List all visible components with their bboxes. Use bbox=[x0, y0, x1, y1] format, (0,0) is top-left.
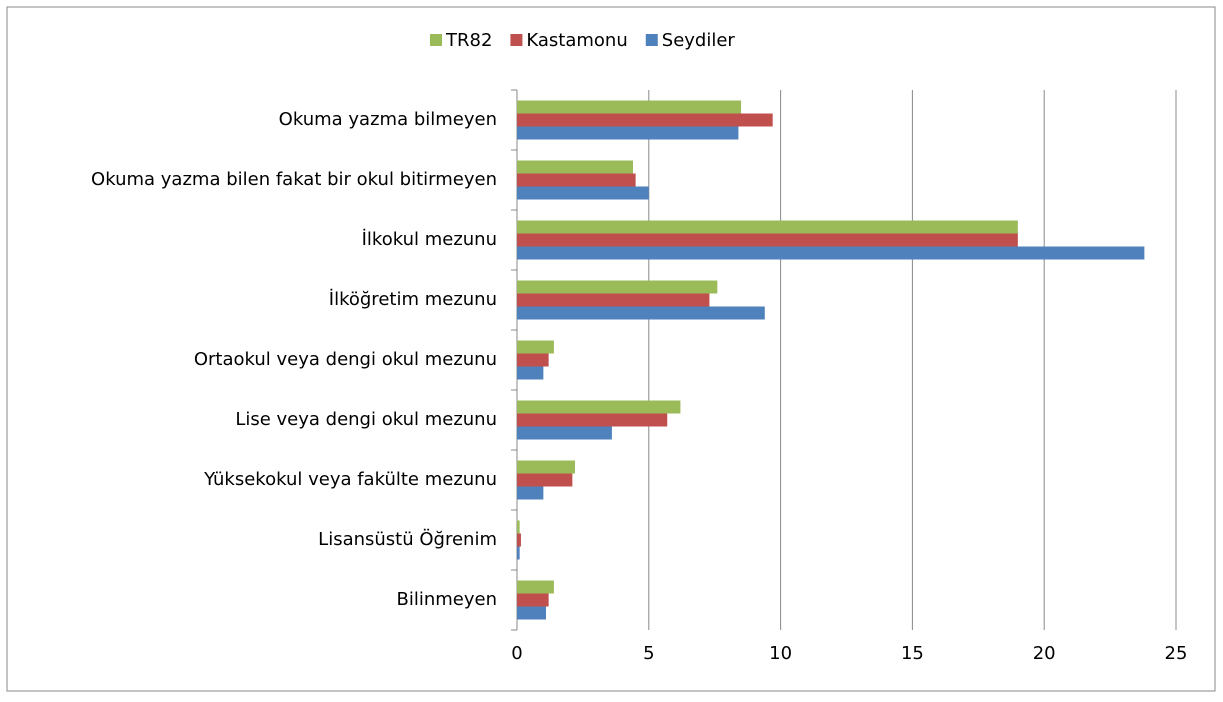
x-tick-label: 15 bbox=[901, 643, 924, 664]
bar bbox=[517, 486, 544, 500]
bar bbox=[517, 413, 668, 427]
legend-label: Seydiler bbox=[662, 30, 736, 51]
bar bbox=[517, 293, 710, 307]
bar bbox=[517, 173, 636, 187]
y-tick-label: Bilinmeyen bbox=[396, 589, 497, 610]
bar bbox=[517, 400, 681, 414]
x-tick-label: 20 bbox=[1033, 643, 1056, 664]
y-tick-label: Lisansüstü Öğrenim bbox=[318, 528, 497, 550]
legend-label: TR82 bbox=[445, 30, 492, 51]
bar bbox=[517, 100, 742, 114]
legend-label: Kastamonu bbox=[526, 30, 627, 51]
y-tick-label: Yüksekokul veya fakülte mezunu bbox=[203, 469, 497, 490]
bar bbox=[517, 473, 573, 487]
bar bbox=[517, 606, 546, 620]
bar bbox=[517, 126, 739, 140]
bar bbox=[517, 546, 520, 560]
bar bbox=[517, 593, 549, 607]
bar bbox=[517, 246, 1145, 260]
bar bbox=[517, 233, 1018, 247]
x-tick-label: 25 bbox=[1165, 643, 1188, 664]
bar bbox=[517, 306, 765, 320]
bar bbox=[517, 353, 549, 367]
y-tick-label: Lise veya dengi okul mezunu bbox=[235, 409, 497, 430]
bar bbox=[517, 533, 521, 547]
bar bbox=[517, 113, 773, 127]
bar bbox=[517, 186, 649, 200]
bar bbox=[517, 426, 612, 440]
x-tick-label: 5 bbox=[643, 643, 654, 664]
bar bbox=[517, 280, 718, 294]
y-tick-label: Ortaokul veya dengi okul mezunu bbox=[194, 349, 497, 370]
bar bbox=[517, 520, 520, 534]
x-tick-label: 0 bbox=[511, 643, 522, 664]
bar bbox=[517, 366, 544, 380]
y-tick-label: Okuma yazma bilmeyen bbox=[279, 109, 497, 130]
bar bbox=[517, 220, 1018, 234]
y-tick-label: İlköğretim mezunu bbox=[329, 289, 497, 310]
bar bbox=[517, 460, 575, 474]
bar bbox=[517, 580, 554, 594]
legend-swatch bbox=[510, 34, 523, 46]
y-tick-label: Okuma yazma bilen fakat bir okul bitirme… bbox=[91, 169, 497, 190]
bar bbox=[517, 160, 633, 174]
y-tick-label: İlkokul mezunu bbox=[362, 229, 497, 250]
legend-swatch bbox=[645, 34, 658, 46]
x-tick-label: 10 bbox=[769, 643, 792, 664]
legend-swatch bbox=[430, 34, 442, 46]
bar bbox=[517, 340, 554, 354]
